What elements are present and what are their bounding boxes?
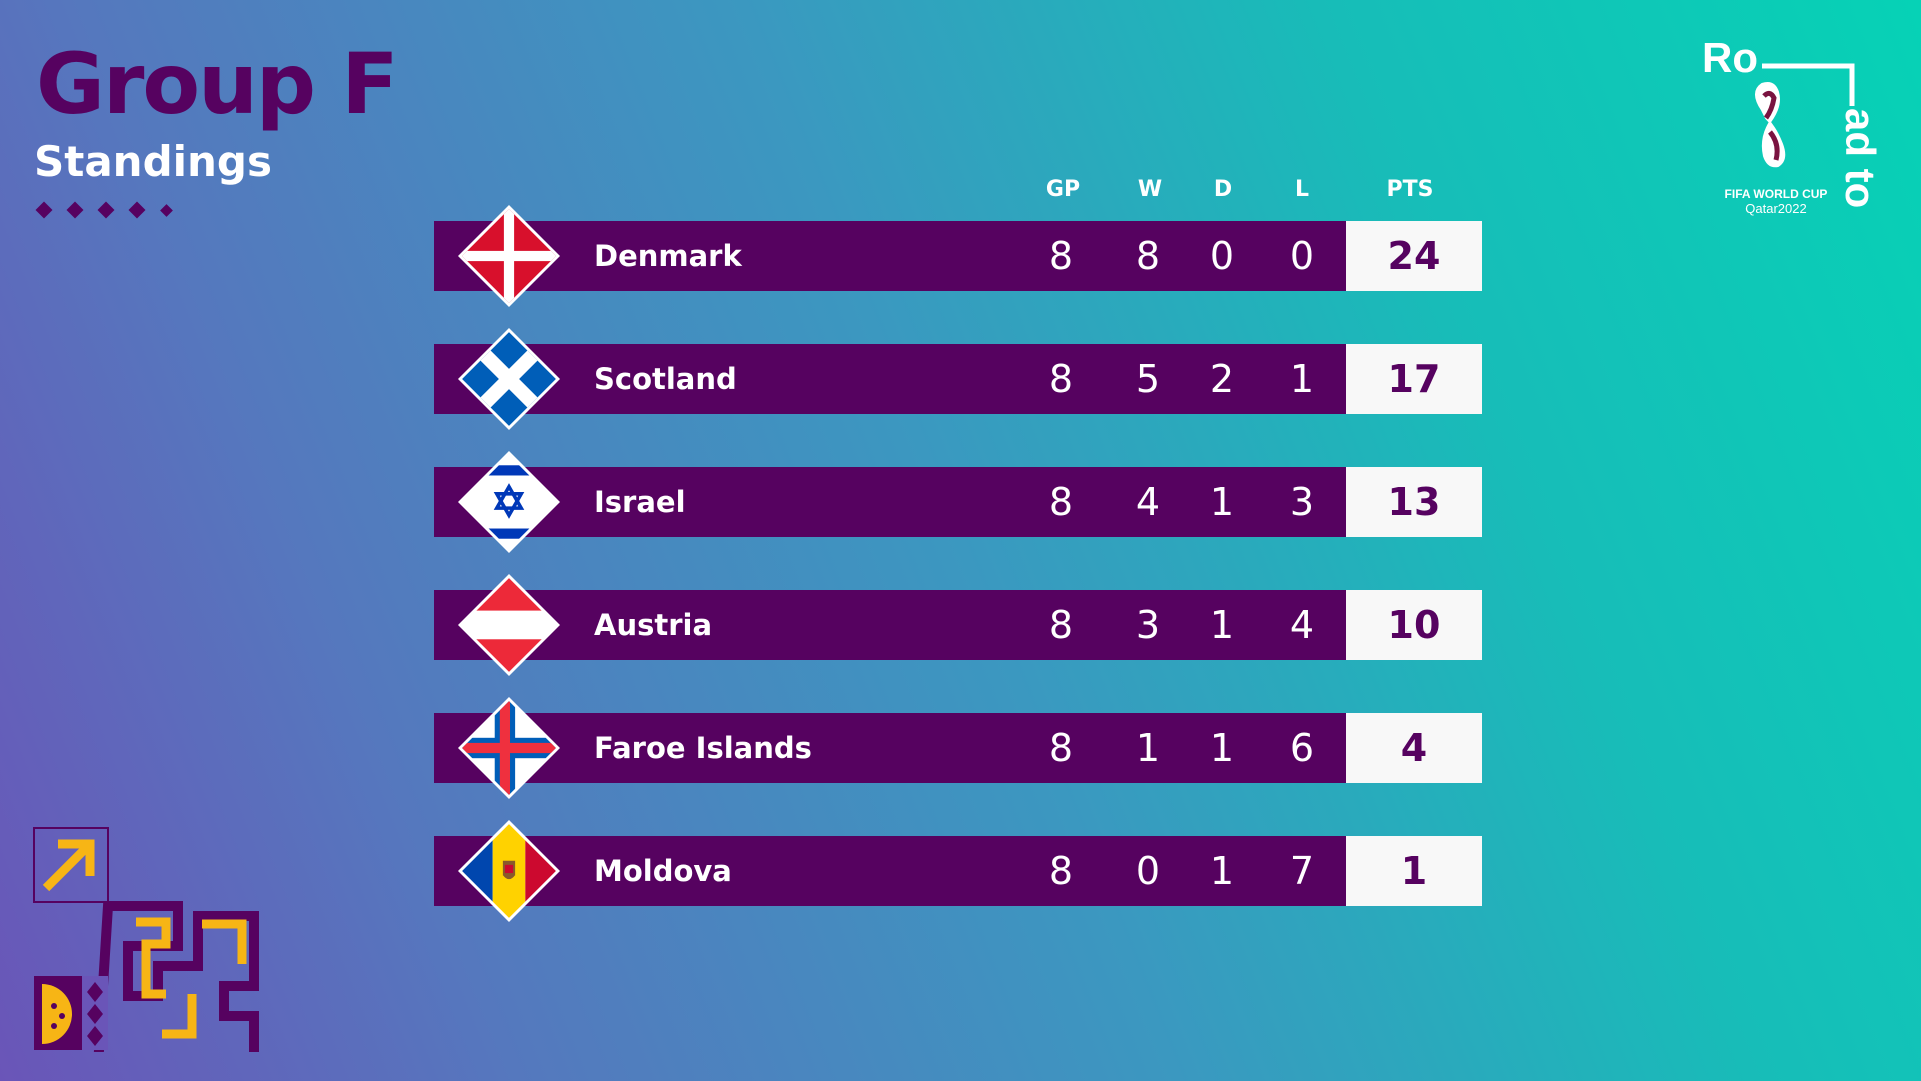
draws: 1	[1209, 603, 1235, 647]
losses: 1	[1289, 357, 1315, 401]
logo-line2: Qatar2022	[1745, 201, 1806, 216]
header-l: L	[1294, 177, 1310, 202]
row-bar	[434, 836, 1346, 906]
table-row: Scotland 8 5 2 1 17	[434, 328, 1482, 430]
games-played: 8	[1048, 357, 1074, 401]
wins: 0	[1135, 849, 1161, 893]
table-row: Denmark 8 8 0 0 24	[434, 205, 1482, 307]
team-name: Israel	[594, 485, 686, 519]
points: 1	[1400, 849, 1428, 893]
losses: 6	[1289, 726, 1315, 770]
team-name: Denmark	[594, 239, 742, 273]
points-box: 10	[1346, 590, 1482, 660]
table-row: Faroe Islands 8 1 1 6 4	[434, 697, 1482, 799]
points: 10	[1387, 603, 1441, 647]
row-bar	[434, 590, 1346, 660]
israel-flag-icon	[458, 451, 560, 553]
points-box: 13	[1346, 467, 1482, 537]
row-bar	[434, 467, 1346, 537]
draws: 1	[1209, 849, 1235, 893]
points: 17	[1387, 357, 1441, 401]
losses: 4	[1289, 603, 1315, 647]
losses: 3	[1289, 480, 1315, 524]
team-name: Moldova	[594, 854, 732, 888]
wins: 4	[1135, 480, 1161, 524]
row-bar	[434, 344, 1346, 414]
games-played: 8	[1048, 603, 1074, 647]
team-name: Scotland	[594, 362, 737, 396]
decorative-pattern	[32, 826, 262, 1071]
table-row: Israel 8 4 1 3 13	[434, 451, 1482, 553]
points-box: 17	[1346, 344, 1482, 414]
points: 13	[1387, 480, 1441, 524]
wins: 1	[1135, 726, 1161, 770]
points-box: 4	[1346, 713, 1482, 783]
losses: 7	[1289, 849, 1315, 893]
wins: 5	[1135, 357, 1161, 401]
draws: 0	[1209, 234, 1235, 278]
points-box: 24	[1346, 221, 1482, 291]
row-bar	[434, 221, 1346, 291]
header-w: W	[1137, 177, 1163, 202]
scotland-flag-icon	[458, 328, 560, 430]
austria-flag-icon	[458, 574, 560, 676]
wins: 3	[1135, 603, 1161, 647]
logo-road-text: Ro	[1702, 36, 1758, 81]
page-title: Group F	[36, 35, 399, 133]
header-gp: GP	[1045, 177, 1081, 202]
denmark-flag-icon	[458, 205, 560, 307]
logo-line1: FIFA WORLD CUP	[1725, 187, 1828, 201]
wins: 8	[1135, 234, 1161, 278]
column-headers: GP W D L PTS	[0, 172, 1921, 208]
team-name: Austria	[594, 608, 713, 642]
games-played: 8	[1048, 234, 1074, 278]
games-played: 8	[1048, 849, 1074, 893]
page-subtitle: Standings	[34, 137, 272, 186]
faroe-islands-flag-icon	[458, 697, 560, 799]
games-played: 8	[1048, 726, 1074, 770]
losses: 0	[1289, 234, 1315, 278]
draws: 1	[1209, 480, 1235, 524]
logo-to-text: ad to	[1837, 108, 1884, 208]
header-d: D	[1213, 177, 1233, 202]
games-played: 8	[1048, 480, 1074, 524]
road-to-qatar-logo: Ro ad to FIFA WORLD CUP Qatar2022	[1700, 34, 1890, 236]
header-pts: PTS	[1386, 177, 1434, 202]
table-row: Austria 8 3 1 4 10	[434, 574, 1482, 676]
draws: 1	[1209, 726, 1235, 770]
row-bar	[434, 713, 1346, 783]
points: 4	[1400, 726, 1428, 770]
moldova-flag-icon	[458, 820, 560, 922]
points: 24	[1387, 234, 1441, 278]
team-name: Faroe Islands	[594, 731, 812, 765]
points-box: 1	[1346, 836, 1482, 906]
table-row: Moldova 8 0 1 7 1	[434, 820, 1482, 922]
draws: 2	[1209, 357, 1235, 401]
